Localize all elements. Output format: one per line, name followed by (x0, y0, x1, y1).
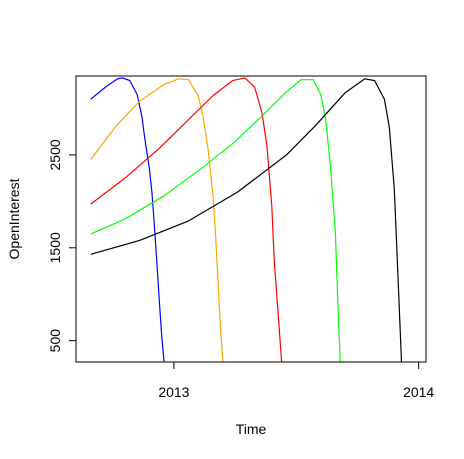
series-line-1 (90, 77, 165, 363)
series-line-2 (90, 78, 224, 363)
series-layer (90, 77, 403, 363)
y-axis: 500 1500 2500 (47, 139, 77, 353)
series-line-3 (90, 77, 283, 363)
x-tick-label-2: 2014 (403, 384, 434, 400)
y-tick-label-3: 2500 (47, 139, 63, 170)
x-axis: 2013 2014 (158, 361, 434, 400)
y-tick-label-2: 1500 (47, 232, 63, 263)
x-axis-title: Time (236, 421, 267, 437)
series-line-5 (90, 78, 403, 363)
plot-frame (75, 75, 427, 363)
y-tick-label-1: 500 (47, 329, 63, 353)
series-line-4 (90, 79, 341, 363)
y-axis-title: OpenInterest (6, 178, 22, 259)
x-tick-label-1: 2013 (158, 384, 189, 400)
